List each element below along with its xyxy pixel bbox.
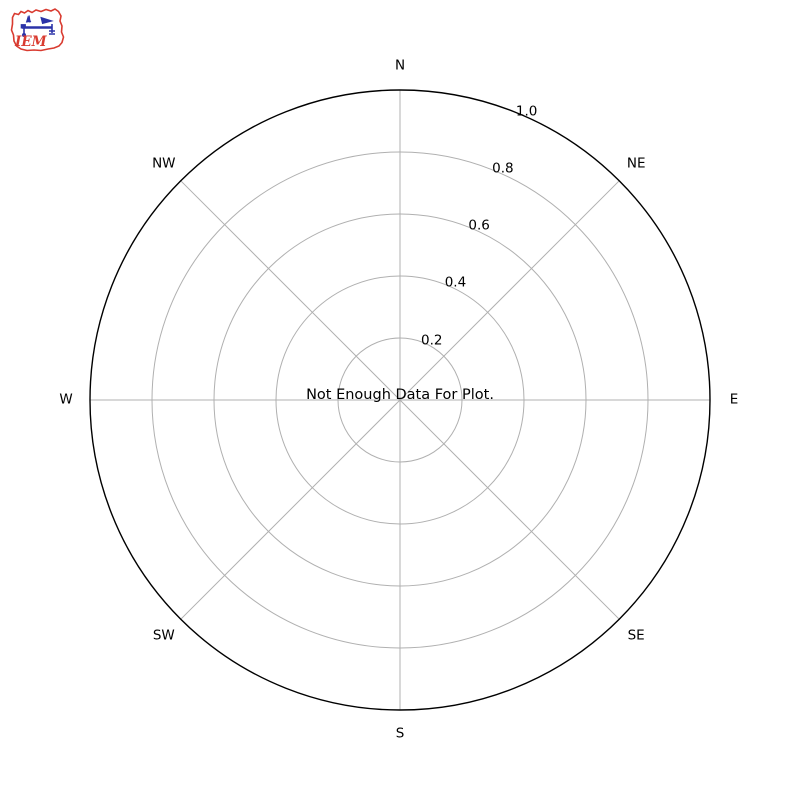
compass-label-n: N [394, 57, 406, 74]
radial-tick-label-0-6: 0.6 [468, 217, 490, 234]
weather-instrument-icon [20, 15, 55, 37]
compass-label-se: SE [627, 627, 645, 644]
angular-gridline-spoke [399, 399, 620, 620]
iowa-outline-shape [10, 8, 65, 52]
compass-label-s: S [395, 725, 405, 742]
radial-tick-label-0-8: 0.8 [492, 160, 514, 177]
angular-gridline-spoke [180, 399, 401, 620]
iem-logo-text: IEM [14, 34, 48, 50]
iem-logo[interactable]: IEM [8, 5, 70, 55]
compass-label-ne: NE [626, 155, 646, 172]
radial-tick-label-0-4: 0.4 [444, 274, 467, 291]
no-data-message: Not Enough Data For Plot. [306, 386, 494, 403]
radial-tick-label-0-2: 0.2 [420, 331, 443, 348]
angular-gridline-spoke [180, 180, 401, 401]
compass-label-nw: NW [152, 155, 176, 172]
compass-label-w: W [59, 391, 73, 408]
compass-label-e: E [729, 391, 739, 408]
angular-gridlines [90, 90, 710, 710]
radial-tick-label-1-0: 1.0 [515, 102, 538, 119]
angular-gridline-spoke [399, 180, 620, 401]
outer-boundary-circle [89, 89, 711, 711]
compass-label-sw: SW [152, 627, 175, 644]
iem-logo-graphic: IEM [10, 8, 65, 52]
